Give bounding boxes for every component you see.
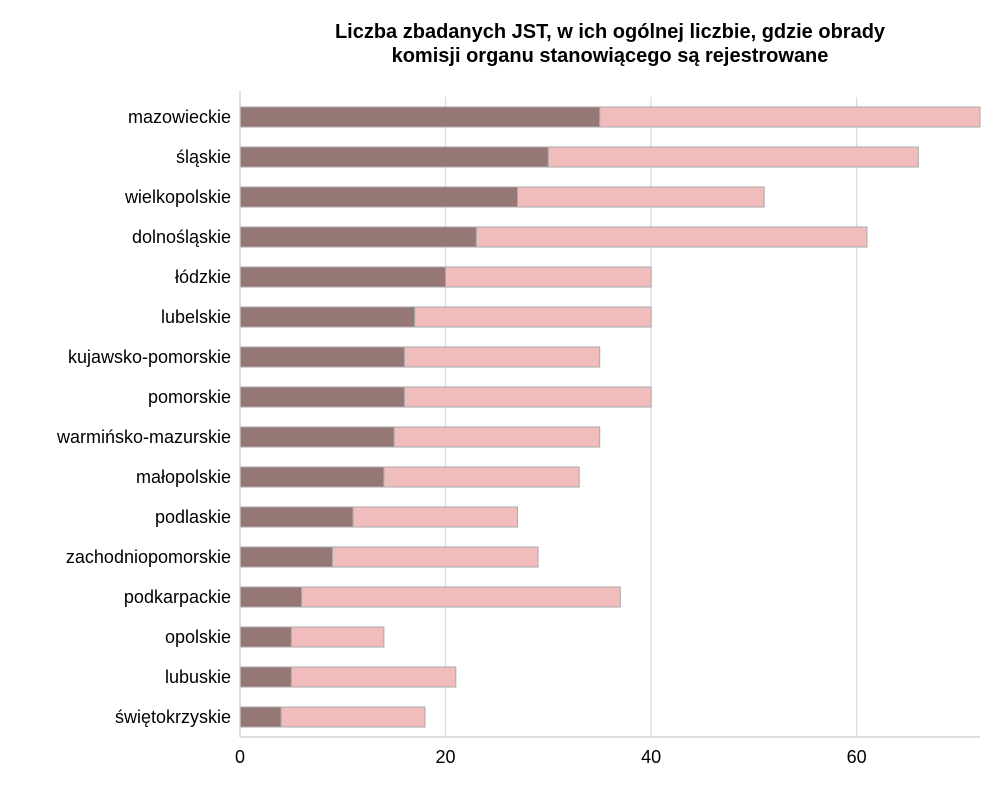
bar-segment-series-2 [599, 106, 981, 128]
bar-segment-series-2 [332, 546, 539, 568]
bar-segment-series-1 [239, 706, 282, 728]
bar-segment-series-1 [239, 306, 416, 328]
y-category-label: lubuskie [165, 667, 231, 687]
bar-segment-series-2 [403, 386, 652, 408]
bar-segment-series-2 [445, 266, 652, 288]
bar-segment-series-1 [239, 106, 601, 128]
bar-segment-series-1 [239, 546, 333, 568]
bars [239, 106, 981, 728]
bar-segment-series-1 [239, 666, 292, 688]
bar-segment-series-2 [414, 306, 652, 328]
bar-segment-series-2 [352, 506, 518, 528]
bar-segment-series-1 [239, 226, 477, 248]
bar-segment-series-2 [290, 666, 457, 688]
y-category-label: podlaskie [155, 507, 231, 527]
y-category-label: dolnośląskie [132, 227, 231, 247]
bar-segment-series-2 [475, 226, 868, 248]
x-tick-label: 0 [235, 747, 245, 767]
bar-segment-series-1 [239, 506, 354, 528]
bar-segment-series-2 [403, 346, 601, 368]
x-tick-label: 40 [641, 747, 661, 767]
bar-segment-series-1 [239, 426, 395, 448]
y-category-label: lubelskie [161, 307, 231, 327]
bar-segment-series-2 [393, 426, 601, 448]
bar-segment-series-2 [547, 146, 919, 168]
axes [239, 91, 980, 738]
bar-segment-series-2 [290, 626, 385, 648]
bar-segment-series-2 [280, 706, 426, 728]
labels: 0 20 40 60 mazowieckie śląskie wielkopolskie do… [56, 107, 867, 767]
bar-segment-series-1 [239, 266, 447, 288]
y-category-label: wielkopolskie [124, 187, 231, 207]
bar-segment-series-1 [239, 346, 405, 368]
bar-segment-series-2 [301, 586, 621, 608]
y-category-label: opolskie [165, 627, 231, 647]
chart-title-line-1: Liczba zbadanych JST, w ich ogólnej licz… [334, 21, 886, 43]
y-category-label: małopolskie [136, 467, 231, 487]
x-tick-label: 20 [436, 747, 456, 767]
bar-segment-series-2 [383, 466, 580, 488]
y-category-label: mazowieckie [128, 107, 231, 127]
chart-title-line-2: komisji organu stanowiącego są rejestrow… [391, 45, 829, 67]
x-tick-label: 60 [847, 747, 867, 767]
y-category-label: warmińsko-mazurskie [56, 427, 231, 447]
y-category-label: kujawsko-pomorskie [68, 347, 231, 367]
y-category-label: podkarpackie [124, 587, 231, 607]
bar-segment-series-1 [239, 466, 385, 488]
bar-segment-series-2 [517, 186, 765, 208]
y-category-label: zachodniopomorskie [66, 547, 231, 567]
y-category-label: śląskie [176, 147, 231, 167]
chart-title: Liczba zbadanych JST, w ich ogólnej licz… [240, 20, 980, 68]
bar-segment-series-1 [239, 186, 518, 208]
y-category-label: świętokrzyskie [115, 707, 231, 727]
y-category-label: pomorskie [148, 387, 231, 407]
bar-segment-series-1 [239, 586, 303, 608]
bar-segment-series-1 [239, 386, 405, 408]
y-category-label: łódzkie [175, 267, 231, 287]
bar-segment-series-1 [239, 626, 292, 648]
bar-segment-series-1 [239, 146, 549, 168]
